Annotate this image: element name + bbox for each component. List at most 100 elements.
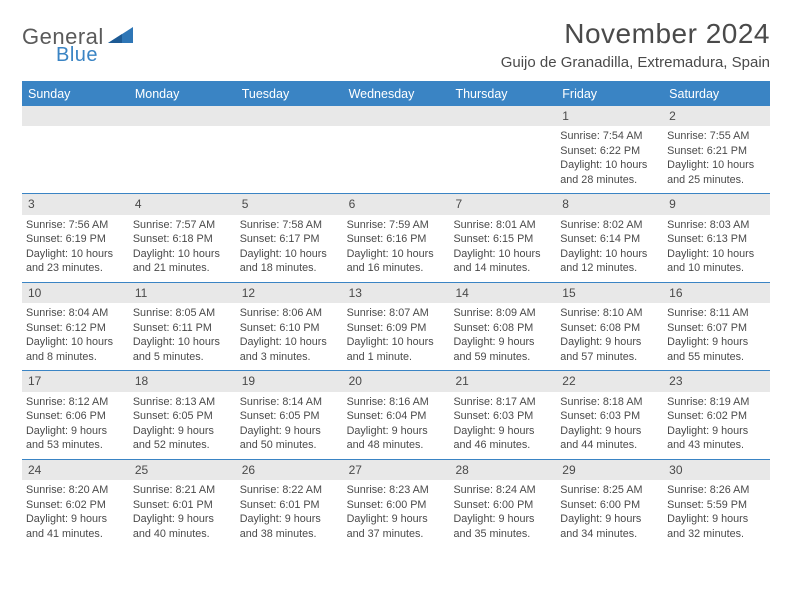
sunrise-text: Sunrise: 7:54 AM [560, 129, 659, 144]
sunrise-text: Sunrise: 8:22 AM [240, 483, 339, 498]
daylight-text: Daylight: 10 hours and 25 minutes. [667, 158, 766, 187]
sunrise-text: Sunrise: 8:14 AM [240, 395, 339, 410]
day-number [129, 106, 236, 126]
day-cell: 30Sunrise: 8:26 AMSunset: 5:59 PMDayligh… [663, 460, 770, 547]
day-cell-empty [236, 106, 343, 193]
brand-logo: General Blue [22, 24, 134, 67]
location-subtitle: Guijo de Granadilla, Extremadura, Spain [501, 54, 770, 71]
day-cell: 19Sunrise: 8:14 AMSunset: 6:05 PMDayligh… [236, 371, 343, 458]
daylight-text: Daylight: 10 hours and 12 minutes. [560, 247, 659, 276]
daylight-text: Daylight: 10 hours and 23 minutes. [26, 247, 125, 276]
day-number: 22 [556, 371, 663, 391]
sunset-text: Sunset: 6:19 PM [26, 232, 125, 247]
day-number: 1 [556, 106, 663, 126]
sunset-text: Sunset: 6:01 PM [133, 498, 232, 513]
sunset-text: Sunset: 6:00 PM [347, 498, 446, 513]
sunrise-text: Sunrise: 8:26 AM [667, 483, 766, 498]
sunrise-text: Sunrise: 8:16 AM [347, 395, 446, 410]
day-cell: 15Sunrise: 8:10 AMSunset: 6:08 PMDayligh… [556, 283, 663, 370]
day-number: 10 [22, 283, 129, 303]
sunrise-text: Sunrise: 7:57 AM [133, 218, 232, 233]
day-number [236, 106, 343, 126]
sunrise-text: Sunrise: 8:09 AM [453, 306, 552, 321]
week-row: 17Sunrise: 8:12 AMSunset: 6:06 PMDayligh… [22, 370, 770, 458]
sunset-text: Sunset: 6:13 PM [667, 232, 766, 247]
sunrise-text: Sunrise: 7:58 AM [240, 218, 339, 233]
day-cell: 2Sunrise: 7:55 AMSunset: 6:21 PMDaylight… [663, 106, 770, 193]
sunset-text: Sunset: 6:11 PM [133, 321, 232, 336]
weekday-header: Tuesday [236, 83, 343, 106]
sunrise-text: Sunrise: 8:12 AM [26, 395, 125, 410]
day-cell: 25Sunrise: 8:21 AMSunset: 6:01 PMDayligh… [129, 460, 236, 547]
weekday-header: Wednesday [343, 83, 450, 106]
daylight-text: Daylight: 9 hours and 57 minutes. [560, 335, 659, 364]
day-number: 6 [343, 194, 450, 214]
sunset-text: Sunset: 6:02 PM [26, 498, 125, 513]
sunrise-text: Sunrise: 8:21 AM [133, 483, 232, 498]
day-cell: 12Sunrise: 8:06 AMSunset: 6:10 PMDayligh… [236, 283, 343, 370]
day-cell: 5Sunrise: 7:58 AMSunset: 6:17 PMDaylight… [236, 194, 343, 281]
day-number: 27 [343, 460, 450, 480]
week-row: 24Sunrise: 8:20 AMSunset: 6:02 PMDayligh… [22, 459, 770, 547]
daylight-text: Daylight: 9 hours and 59 minutes. [453, 335, 552, 364]
daylight-text: Daylight: 10 hours and 10 minutes. [667, 247, 766, 276]
calendar-weeks: 1Sunrise: 7:54 AMSunset: 6:22 PMDaylight… [22, 106, 770, 547]
sunset-text: Sunset: 6:00 PM [560, 498, 659, 513]
sunset-text: Sunset: 6:15 PM [453, 232, 552, 247]
title-block: November 2024 Guijo de Granadilla, Extre… [501, 18, 770, 71]
calendar-page: General Blue November 2024 Guijo de Gran… [0, 0, 792, 547]
sunset-text: Sunset: 6:12 PM [26, 321, 125, 336]
sunset-text: Sunset: 6:10 PM [240, 321, 339, 336]
day-number: 9 [663, 194, 770, 214]
day-number: 12 [236, 283, 343, 303]
calendar-grid: SundayMondayTuesdayWednesdayThursdayFrid… [22, 81, 770, 547]
day-number: 17 [22, 371, 129, 391]
daylight-text: Daylight: 9 hours and 55 minutes. [667, 335, 766, 364]
day-cell-empty [343, 106, 450, 193]
day-cell: 13Sunrise: 8:07 AMSunset: 6:09 PMDayligh… [343, 283, 450, 370]
day-number [22, 106, 129, 126]
day-cell: 16Sunrise: 8:11 AMSunset: 6:07 PMDayligh… [663, 283, 770, 370]
sunrise-text: Sunrise: 8:02 AM [560, 218, 659, 233]
sunset-text: Sunset: 6:16 PM [347, 232, 446, 247]
daylight-text: Daylight: 10 hours and 14 minutes. [453, 247, 552, 276]
day-cell: 9Sunrise: 8:03 AMSunset: 6:13 PMDaylight… [663, 194, 770, 281]
day-cell-empty [129, 106, 236, 193]
weekday-header: Saturday [663, 83, 770, 106]
day-number: 7 [449, 194, 556, 214]
sunset-text: Sunset: 6:05 PM [133, 409, 232, 424]
day-cell: 24Sunrise: 8:20 AMSunset: 6:02 PMDayligh… [22, 460, 129, 547]
sunrise-text: Sunrise: 8:04 AM [26, 306, 125, 321]
daylight-text: Daylight: 9 hours and 52 minutes. [133, 424, 232, 453]
day-cell: 23Sunrise: 8:19 AMSunset: 6:02 PMDayligh… [663, 371, 770, 458]
sunset-text: Sunset: 6:18 PM [133, 232, 232, 247]
daylight-text: Daylight: 9 hours and 43 minutes. [667, 424, 766, 453]
daylight-text: Daylight: 9 hours and 46 minutes. [453, 424, 552, 453]
sunrise-text: Sunrise: 8:11 AM [667, 306, 766, 321]
day-number: 2 [663, 106, 770, 126]
day-cell: 8Sunrise: 8:02 AMSunset: 6:14 PMDaylight… [556, 194, 663, 281]
sunset-text: Sunset: 6:08 PM [453, 321, 552, 336]
day-cell: 10 Sunrise: 8:04 AMSunset: 6:12 PMDayligh… [22, 283, 129, 370]
sunset-text: Sunset: 6:09 PM [347, 321, 446, 336]
daylight-text: Daylight: 10 hours and 8 minutes. [26, 335, 125, 364]
sunset-text: Sunset: 6:03 PM [453, 409, 552, 424]
day-cell: 20Sunrise: 8:16 AMSunset: 6:04 PMDayligh… [343, 371, 450, 458]
day-cell: 14Sunrise: 8:09 AMSunset: 6:08 PMDayligh… [449, 283, 556, 370]
day-number: 8 [556, 194, 663, 214]
sunrise-text: Sunrise: 7:55 AM [667, 129, 766, 144]
day-cell: 4Sunrise: 7:57 AMSunset: 6:18 PMDaylight… [129, 194, 236, 281]
day-number: 25 [129, 460, 236, 480]
day-cell: 7Sunrise: 8:01 AMSunset: 6:15 PMDaylight… [449, 194, 556, 281]
day-cell: 29Sunrise: 8:25 AMSunset: 6:00 PMDayligh… [556, 460, 663, 547]
day-number: 21 [449, 371, 556, 391]
sunrise-text: Sunrise: 8:13 AM [133, 395, 232, 410]
sunset-text: Sunset: 6:07 PM [667, 321, 766, 336]
day-number: 19 [236, 371, 343, 391]
day-number: 30 [663, 460, 770, 480]
sunrise-text: Sunrise: 8:25 AM [560, 483, 659, 498]
daylight-text: Daylight: 9 hours and 35 minutes. [453, 512, 552, 541]
day-cell-empty [449, 106, 556, 193]
sunrise-text: Sunrise: 7:56 AM [26, 218, 125, 233]
weekday-header: Thursday [449, 83, 556, 106]
